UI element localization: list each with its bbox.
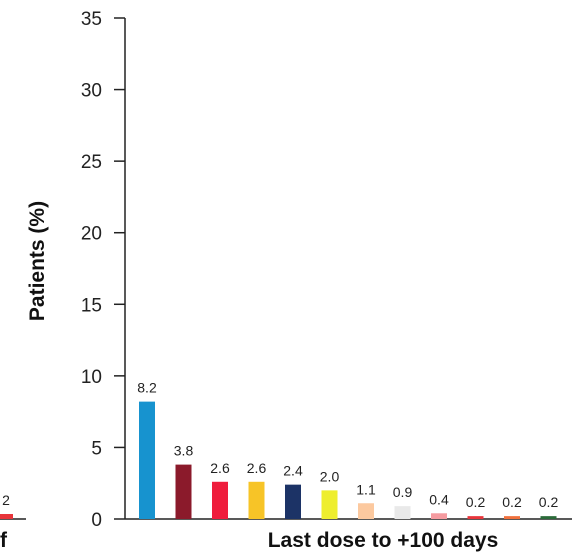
bar <box>175 464 192 519</box>
bar-value-label: 2.6 <box>247 460 267 476</box>
bar-value-label: 0.2 <box>466 494 486 510</box>
data-labels: 8.2 3.8 2.6 2.6 2.4 2.0 1.1 0.9 0.4 0.2 0.2 0.2 <box>137 380 558 511</box>
y-tick-label: 5 <box>91 438 102 459</box>
bar-value-label: 0.9 <box>393 484 413 500</box>
bar <box>540 516 557 519</box>
y-tick-label: 15 <box>81 295 102 316</box>
bar <box>139 401 155 519</box>
x-axis-title: Last dose to +100 days <box>268 529 499 552</box>
cropped-panel-bar <box>0 514 13 519</box>
bar-value-label: 0.2 <box>539 494 559 510</box>
bar-series <box>139 401 557 519</box>
bar <box>358 503 374 519</box>
bar-value-label: 2.6 <box>210 460 230 476</box>
bar <box>431 513 447 519</box>
bar-value-label: 0.4 <box>429 491 449 507</box>
bar-value-label: 1.1 <box>356 481 376 497</box>
y-tick-label: 0 <box>91 510 102 531</box>
y-axis-ticks: 0 5 10 15 20 25 30 35 <box>81 9 125 531</box>
bar <box>504 516 520 519</box>
bar <box>285 484 301 519</box>
bar-value-label: 8.2 <box>137 380 157 396</box>
y-tick-label: 35 <box>81 9 102 30</box>
bar <box>467 516 484 519</box>
cropped-left-panel: 2 f <box>0 492 26 552</box>
y-tick-label: 10 <box>81 367 102 388</box>
bar <box>212 481 228 519</box>
cropped-panel-data-label: 2 <box>2 492 10 508</box>
cropped-panel-x-axis-title: f <box>0 529 8 552</box>
bar-value-label: 0.2 <box>502 494 522 510</box>
y-axis-title: Patients (%) <box>26 201 49 321</box>
bar-value-label: 3.8 <box>174 443 194 459</box>
y-tick-label: 30 <box>81 81 102 102</box>
bar <box>248 481 265 519</box>
bar-value-label: 2.0 <box>320 468 340 484</box>
y-tick-label: 25 <box>81 152 102 173</box>
bar <box>394 506 411 519</box>
bar <box>321 490 338 519</box>
y-tick-label: 20 <box>81 224 102 245</box>
bar-value-label: 2.4 <box>283 463 303 479</box>
